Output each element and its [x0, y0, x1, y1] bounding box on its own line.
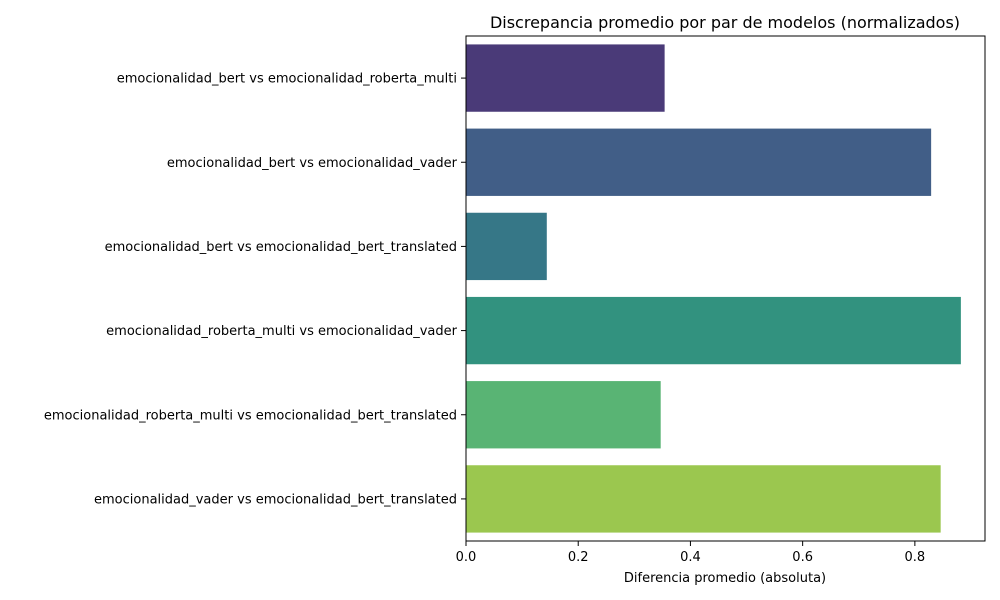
category-label-1: emocionalidad_bert vs emocionalidad_robe…	[117, 72, 457, 87]
x-axis-ticks: 0.0 0.2 0.4 0.6 0.8	[456, 541, 926, 565]
bar-1	[466, 44, 665, 112]
bar-3	[466, 212, 547, 281]
axes-frame	[465, 35, 986, 542]
category-label-5: emocionalidad_roberta_multi vs emocional…	[44, 408, 457, 423]
category-label-4: emocionalidad_roberta_multi vs emocional…	[106, 324, 457, 339]
bar-5	[466, 381, 661, 449]
category-label-2: emocionalidad_bert vs emocionalidad_vade…	[167, 156, 458, 171]
x-tick-label: 0.2	[568, 550, 589, 565]
category-labels: emocionalidad_bert vs emocionalidad_robe…	[44, 72, 466, 507]
bar-6	[466, 465, 941, 533]
x-tick-label: 0.8	[905, 550, 926, 565]
category-label-3: emocionalidad_bert vs emocionalidad_bert…	[105, 240, 457, 255]
x-tick-label: 0.4	[680, 550, 701, 565]
x-tick-label: 0.6	[792, 550, 813, 565]
bars-group	[466, 44, 961, 533]
chart-title: Discrepancia promedio por par de modelos…	[490, 13, 960, 32]
x-axis-label: Diferencia promedio (absoluta)	[624, 571, 826, 586]
plot-border	[465, 35, 986, 542]
x-tick-label: 0.0	[456, 550, 477, 565]
bar-2	[466, 128, 932, 196]
category-label-6: emocionalidad_vader vs emocionalidad_ber…	[94, 492, 457, 507]
bar-4	[466, 296, 961, 365]
